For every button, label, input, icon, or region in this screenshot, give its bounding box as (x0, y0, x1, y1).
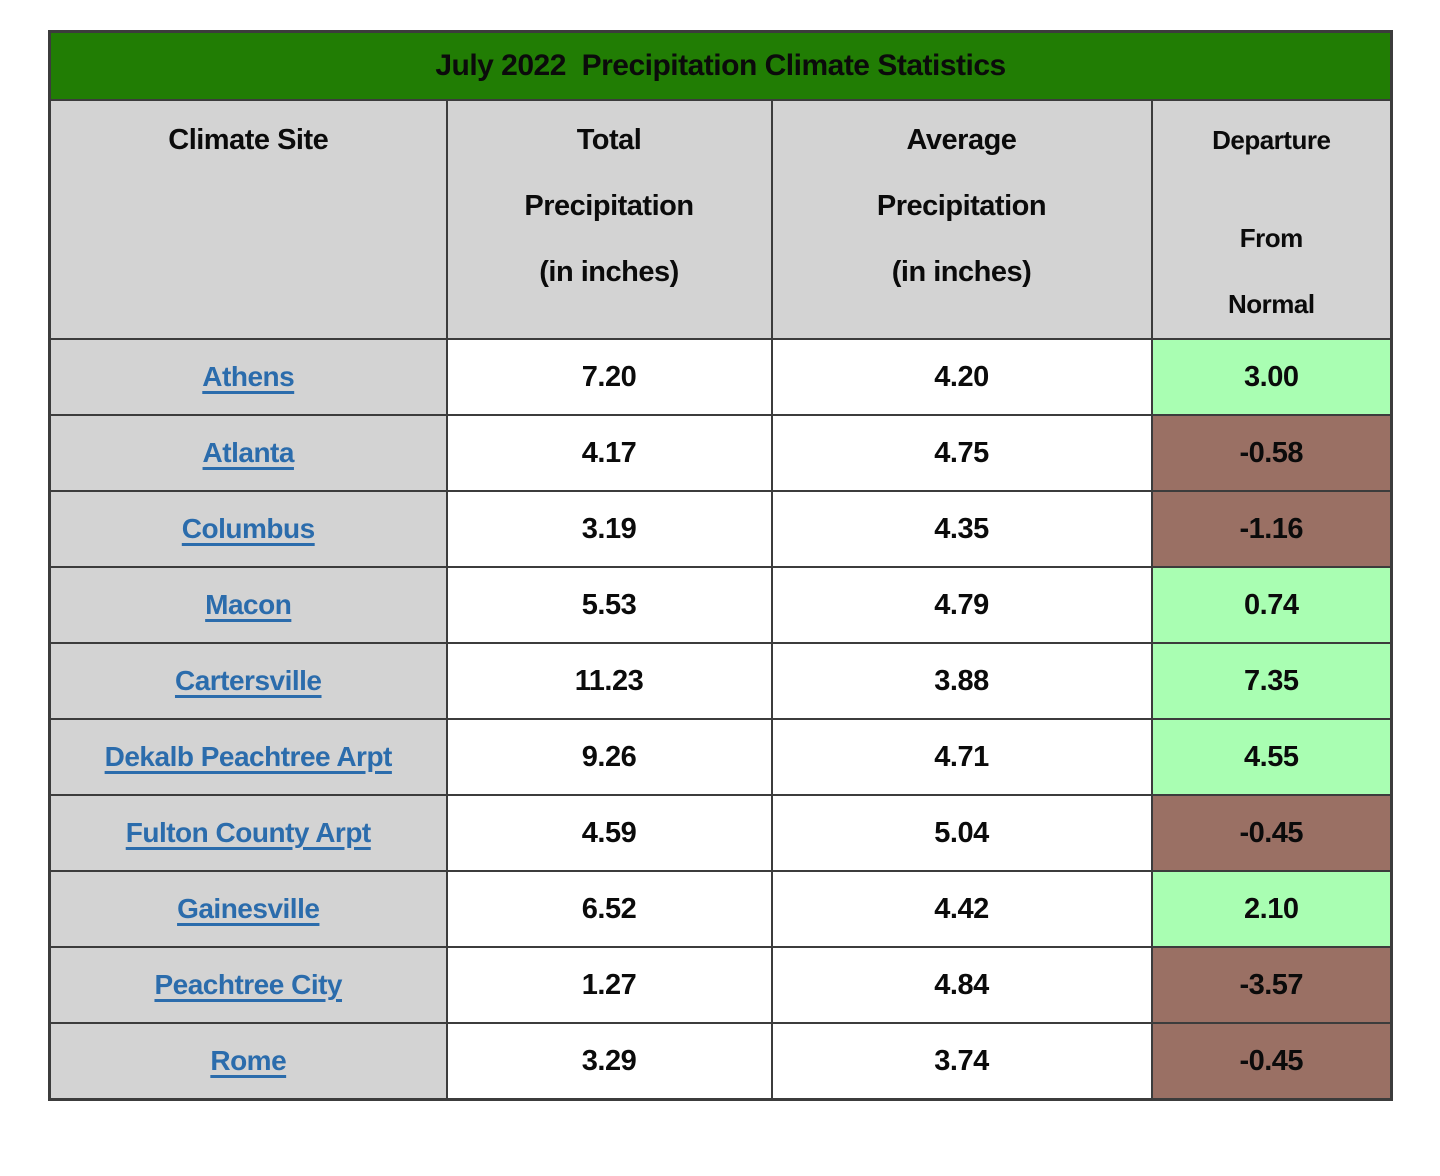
site-link[interactable]: Athens (202, 361, 295, 392)
total-precip-cell: 11.23 (445, 642, 773, 720)
departure-cell: -0.58 (1150, 414, 1393, 492)
total-precip-cell: 3.29 (445, 1022, 773, 1101)
header-line: Departure (1212, 125, 1331, 155)
site-link[interactable]: Rome (210, 1045, 287, 1076)
header-line: Climate Site (168, 124, 329, 156)
header-line: Precipitation (876, 190, 1047, 222)
average-precip-cell: 3.88 (770, 642, 1153, 720)
site-link[interactable]: Dekalb Peachtree Arpt (104, 741, 393, 772)
header-line: Normal (1227, 289, 1315, 319)
table-row-gainesville: Gainesville 6.52 4.42 2.10 (48, 870, 1393, 948)
total-precip-cell: 3.19 (445, 490, 773, 568)
site-cell: Fulton County Arpt (48, 794, 448, 872)
site-link[interactable]: Macon (205, 589, 292, 620)
site-cell: Gainesville (48, 870, 448, 948)
table-row-fulton-county-arpt: Fulton County Arpt 4.59 5.04 -0.45 (48, 794, 1393, 872)
site-link[interactable]: Atlanta (202, 437, 295, 468)
departure-cell: -0.45 (1150, 1022, 1393, 1101)
departure-cell: 3.00 (1150, 338, 1393, 416)
average-precip-cell: 4.71 (770, 718, 1153, 796)
average-precip-cell: 4.20 (770, 338, 1153, 416)
site-link[interactable]: Columbus (181, 513, 315, 544)
header-line: (in inches) (891, 256, 1032, 288)
table-row-peachtree-city: Peachtree City 1.27 4.84 -3.57 (48, 946, 1393, 1024)
average-precip-cell: 4.35 (770, 490, 1153, 568)
site-cell: Peachtree City (48, 946, 448, 1024)
site-cell: Columbus (48, 490, 448, 568)
site-cell: Rome (48, 1022, 448, 1101)
departure-cell: 7.35 (1150, 642, 1393, 720)
header-line: Average (906, 124, 1017, 156)
total-precip-cell: 4.59 (445, 794, 773, 872)
header-line: Total (576, 124, 642, 156)
table-row-athens: Athens 7.20 4.20 3.00 (48, 338, 1393, 416)
table-row-rome: Rome 3.29 3.74 -0.45 (48, 1022, 1393, 1101)
table-row-cartersville: Cartersville 11.23 3.88 7.35 (48, 642, 1393, 720)
column-header-average-precipitation: Average Precipitation (in inches) (770, 99, 1153, 340)
climate-statistics-table-container: July 2022 Precipitation Climate Statisti… (48, 30, 1394, 1101)
table-row-dekalb-peachtree-arpt: Dekalb Peachtree Arpt 9.26 4.71 4.55 (48, 718, 1393, 796)
header-line: From (1239, 223, 1303, 253)
departure-cell: 0.74 (1150, 566, 1393, 644)
site-cell: Atlanta (48, 414, 448, 492)
site-cell: Dekalb Peachtree Arpt (48, 718, 448, 796)
site-link[interactable]: Fulton County Arpt (125, 817, 372, 848)
site-link[interactable]: Gainesville (177, 893, 320, 924)
header-line: (in inches) (539, 256, 679, 288)
header-row: Climate Site Total Precipitation (in inc… (48, 99, 1393, 340)
departure-cell: -1.16 (1150, 490, 1393, 568)
title-row: July 2022 Precipitation Climate Statisti… (48, 30, 1393, 101)
total-precip-cell: 7.20 (445, 338, 773, 416)
table-row-columbus: Columbus 3.19 4.35 -1.16 (48, 490, 1393, 568)
total-precip-cell: 6.52 (445, 870, 773, 948)
table-row-macon: Macon 5.53 4.79 0.74 (48, 566, 1393, 644)
table-row-atlanta: Atlanta 4.17 4.75 -0.58 (48, 414, 1393, 492)
total-precip-cell: 5.53 (445, 566, 773, 644)
column-header-climate-site: Climate Site (48, 99, 448, 340)
site-link[interactable]: Peachtree City (154, 969, 343, 1000)
departure-cell: 2.10 (1150, 870, 1393, 948)
total-precip-cell: 1.27 (445, 946, 773, 1024)
departure-cell: 4.55 (1150, 718, 1393, 796)
header-line: Precipitation (524, 190, 694, 222)
average-precip-cell: 4.79 (770, 566, 1153, 644)
total-precip-cell: 9.26 (445, 718, 773, 796)
departure-cell: -0.45 (1150, 794, 1393, 872)
average-precip-cell: 4.84 (770, 946, 1153, 1024)
average-precip-cell: 3.74 (770, 1022, 1153, 1101)
total-precip-cell: 4.17 (445, 414, 773, 492)
site-cell: Macon (48, 566, 448, 644)
column-header-total-precipitation: Total Precipitation (in inches) (445, 99, 773, 340)
average-precip-cell: 4.75 (770, 414, 1153, 492)
climate-statistics-table: July 2022 Precipitation Climate Statisti… (48, 30, 1394, 1101)
departure-cell: -3.57 (1150, 946, 1393, 1024)
column-header-departure-from-normal: Departure From Normal (1150, 99, 1393, 340)
average-precip-cell: 5.04 (770, 794, 1153, 872)
site-link[interactable]: Cartersville (174, 665, 322, 696)
average-precip-cell: 4.42 (770, 870, 1153, 948)
table-title: July 2022 Precipitation Climate Statisti… (48, 30, 1393, 101)
site-cell: Cartersville (48, 642, 448, 720)
site-cell: Athens (48, 338, 448, 416)
